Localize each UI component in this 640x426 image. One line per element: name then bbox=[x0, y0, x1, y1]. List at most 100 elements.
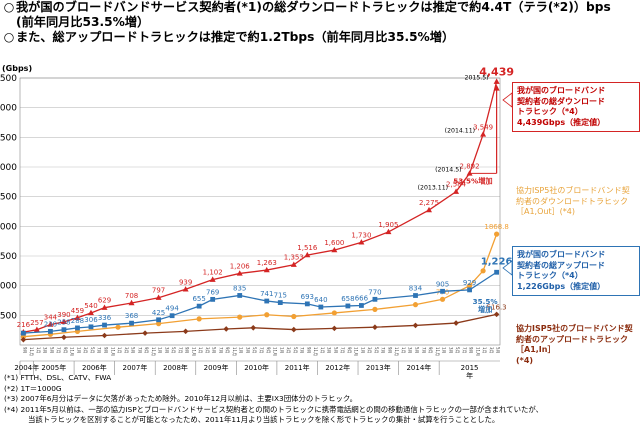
callout-line: 契約者の総ダウンロード bbox=[517, 96, 605, 106]
bullet-mark: ○ bbox=[3, 0, 15, 14]
y-tick-label: 2,500 bbox=[0, 193, 17, 203]
data-point bbox=[102, 322, 107, 328]
callout-line: トラヒック（*4） bbox=[517, 271, 583, 280]
data-label: 230 bbox=[44, 320, 57, 328]
data-label: 1,206 bbox=[230, 262, 251, 270]
x-year-label: 2014年 bbox=[406, 363, 431, 372]
data-point bbox=[182, 328, 189, 335]
x-month-label: 3月 bbox=[286, 347, 291, 354]
x-month-label: 9月 bbox=[387, 347, 392, 354]
x-month-label: 3月 bbox=[327, 347, 332, 354]
x-month-label: 9月 bbox=[22, 347, 27, 354]
data-point bbox=[412, 302, 419, 308]
footnote: (*2) 1T＝1000G bbox=[4, 383, 62, 393]
data-point bbox=[345, 303, 351, 309]
data-point bbox=[331, 310, 337, 316]
data-label: 797 bbox=[152, 287, 165, 295]
data-label: 1,263 bbox=[257, 259, 277, 267]
x-month-label: 1月 bbox=[442, 347, 447, 354]
x-month-label: 5月 bbox=[455, 347, 460, 354]
callout-isp-upload: 協力ISP5社のブロードバンド契 約者のアップロードトラヒック［A1,In］ (… bbox=[516, 324, 640, 366]
data-point bbox=[494, 269, 500, 275]
data-point bbox=[236, 270, 243, 276]
x-month-label: 9月 bbox=[306, 347, 311, 354]
data-point bbox=[480, 268, 486, 274]
data-label: 3,549 bbox=[473, 123, 493, 131]
x-month-label: 7月 bbox=[259, 347, 264, 354]
data-label: 4,439 bbox=[479, 66, 514, 79]
x-month-label: 9月 bbox=[428, 347, 433, 354]
data-point bbox=[196, 303, 202, 309]
data-point bbox=[60, 318, 67, 325]
data-label: 2,584 bbox=[446, 181, 467, 189]
callout-isp-download: 協力ISP5社のブロードバンド契 約者のダウンロードトラヒック ［A1,Out］… bbox=[516, 186, 640, 218]
data-point bbox=[453, 320, 459, 326]
x-month-label: 7月 bbox=[340, 347, 345, 354]
data-point bbox=[372, 296, 378, 302]
footnotes: (*1) FTTH、DSL、CATV、FWA (*2) 1T＝1000G (*3… bbox=[4, 373, 604, 426]
x-month-label: 7月 bbox=[218, 347, 223, 354]
data-point bbox=[304, 251, 311, 258]
data-point bbox=[264, 312, 270, 318]
data-label: 425 bbox=[152, 309, 165, 317]
x-month-label: 1月 bbox=[401, 347, 406, 354]
data-point bbox=[210, 296, 216, 302]
data-point bbox=[47, 321, 54, 327]
x-month-label: 5月 bbox=[414, 347, 419, 354]
x-month-label: 7月 bbox=[97, 347, 102, 354]
bullet-download-growth: (前年同月比53.5%増） bbox=[16, 15, 150, 29]
y-tick-label: 4,000 bbox=[0, 104, 17, 114]
x-month-label: 5月 bbox=[49, 347, 54, 354]
x-month-label: 5月 bbox=[171, 347, 176, 354]
x-year-label: 2010年 bbox=[244, 363, 269, 372]
data-point bbox=[331, 246, 338, 253]
data-point bbox=[440, 288, 445, 294]
callout-line: 我が国のブロードバンド bbox=[517, 250, 606, 259]
data-point bbox=[318, 304, 324, 310]
x-month-label: 1月 bbox=[76, 347, 81, 354]
data-point bbox=[453, 188, 460, 194]
data-point bbox=[156, 317, 161, 323]
data-point bbox=[101, 304, 108, 310]
bullet-download: ○ 我が国のブロードバンドサービス契約者(*1)の総ダウンロードトラヒックは推定で… bbox=[2, 0, 638, 15]
y-tick-label: 2,000 bbox=[0, 222, 17, 232]
data-label: 368 bbox=[125, 312, 138, 320]
bullet-upload: ○ また、総アップロードトラヒックは推定で約1.2Tbps（前年同月比35.5%増… bbox=[2, 30, 638, 45]
x-month-label: 9月 bbox=[225, 347, 230, 354]
x-year-label: 2009年 bbox=[204, 363, 229, 372]
x-month-label: 1月 bbox=[36, 347, 41, 354]
data-point bbox=[372, 324, 378, 330]
data-point bbox=[169, 313, 175, 319]
callout-line: ［A1,Out］(*4) bbox=[516, 207, 575, 216]
data-point bbox=[61, 334, 67, 341]
x-month-label: 3月 bbox=[489, 347, 494, 354]
x-year-label: 2011年 bbox=[285, 363, 310, 372]
data-point bbox=[155, 294, 162, 300]
date-annotation: (2014.5) bbox=[435, 166, 461, 173]
x-month-label: 7月 bbox=[178, 347, 183, 354]
data-label: 1,353 bbox=[284, 254, 304, 262]
callout-line: 契約者の総アップロード bbox=[517, 260, 605, 270]
data-label: 655 bbox=[192, 295, 205, 303]
data-point bbox=[358, 239, 365, 245]
data-label: 516.3 bbox=[487, 303, 507, 311]
x-year-label: 年 bbox=[466, 371, 473, 380]
data-point bbox=[466, 283, 473, 289]
callout-line: 約者のダウンロードトラヒック bbox=[516, 196, 628, 206]
data-label: 306 bbox=[84, 316, 98, 324]
data-label: 741 bbox=[260, 290, 273, 298]
data-label: 288 bbox=[71, 317, 84, 325]
x-month-label: 1月 bbox=[279, 347, 284, 354]
data-label: 658 bbox=[341, 295, 354, 303]
data-label: 258 bbox=[57, 319, 70, 327]
x-month-label: 3月 bbox=[367, 347, 372, 354]
x-month-label: 9月 bbox=[185, 347, 190, 354]
x-month-label: 11月 bbox=[435, 347, 440, 356]
x-month-label: 9月 bbox=[266, 347, 271, 354]
data-label: 1868.8 bbox=[484, 223, 509, 231]
x-month-label: 7月 bbox=[300, 347, 305, 354]
x-year-label: 2013年 bbox=[366, 363, 391, 372]
y-axis-title: (Gbps) bbox=[2, 64, 33, 73]
x-month-label: 3月 bbox=[408, 347, 413, 354]
